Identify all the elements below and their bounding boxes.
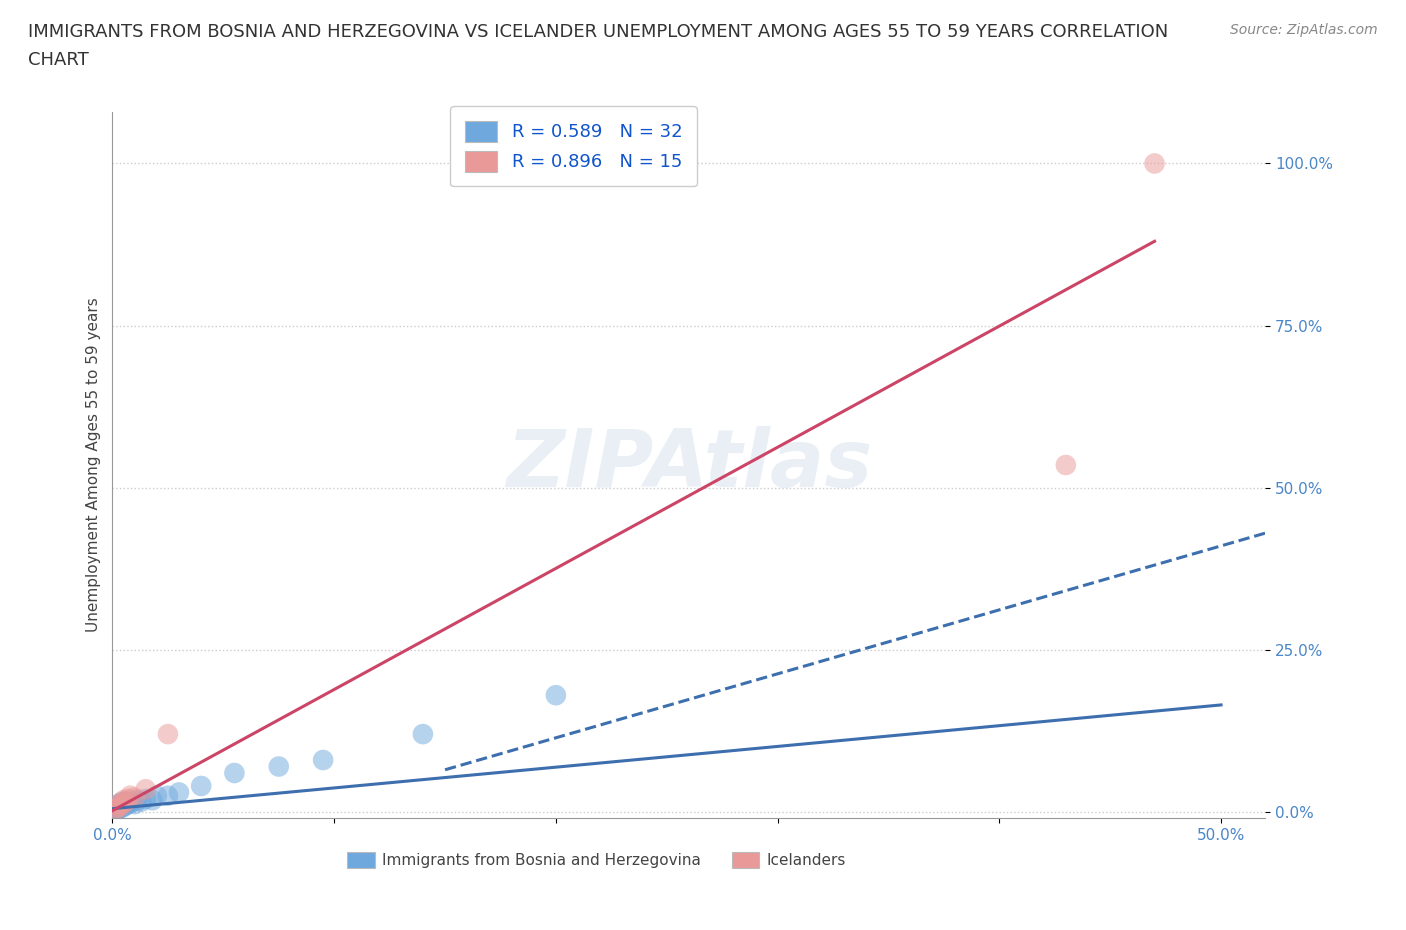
Point [105,802,128,817]
Legend: Immigrants from Bosnia and Herzegovina, Icelanders: Immigrants from Bosnia and Herzegovina, … [342,846,852,874]
Point [114,794,136,809]
Point [146,789,169,804]
Point [1054,458,1077,472]
Point [121,794,143,809]
Point [104,804,127,818]
Point [135,791,157,806]
Point [267,759,290,774]
Point [112,795,135,810]
Point [108,797,131,812]
Point [108,802,131,817]
Y-axis label: Unemployment Among Ages 55 to 59 years: Unemployment Among Ages 55 to 59 years [86,298,101,632]
Text: Source: ZipAtlas.com: Source: ZipAtlas.com [1230,23,1378,37]
Point [108,797,131,812]
Point [105,801,128,816]
Point [110,798,132,813]
Point [104,802,127,817]
Point [110,795,132,810]
Point [108,799,131,814]
Point [114,798,136,813]
Point [124,797,146,812]
Point [312,752,335,767]
Point [125,792,148,807]
Point [105,799,128,814]
Point [110,798,132,813]
Point [1143,156,1166,171]
Point [190,778,212,793]
Point [141,792,163,807]
Text: CHART: CHART [28,51,89,69]
Text: IMMIGRANTS FROM BOSNIA AND HERZEGOVINA VS ICELANDER UNEMPLOYMENT AMONG AGES 55 T: IMMIGRANTS FROM BOSNIA AND HERZEGOVINA V… [28,23,1168,41]
Point [156,726,179,741]
Point [112,799,135,814]
Point [112,792,135,807]
Point [156,789,179,804]
Point [135,782,157,797]
Point [412,726,434,741]
Point [110,801,132,816]
Point [112,795,135,810]
Text: ZIPAtlas: ZIPAtlas [506,426,872,504]
Point [124,790,146,805]
Point [117,791,139,806]
Point [114,794,136,809]
Point [105,803,128,817]
Point [129,794,153,809]
Point [108,799,131,814]
Point [167,785,190,800]
Point [117,797,139,812]
Point [224,765,246,780]
Point [120,795,142,810]
Point [544,688,567,703]
Point [120,789,142,804]
Point [104,803,127,817]
